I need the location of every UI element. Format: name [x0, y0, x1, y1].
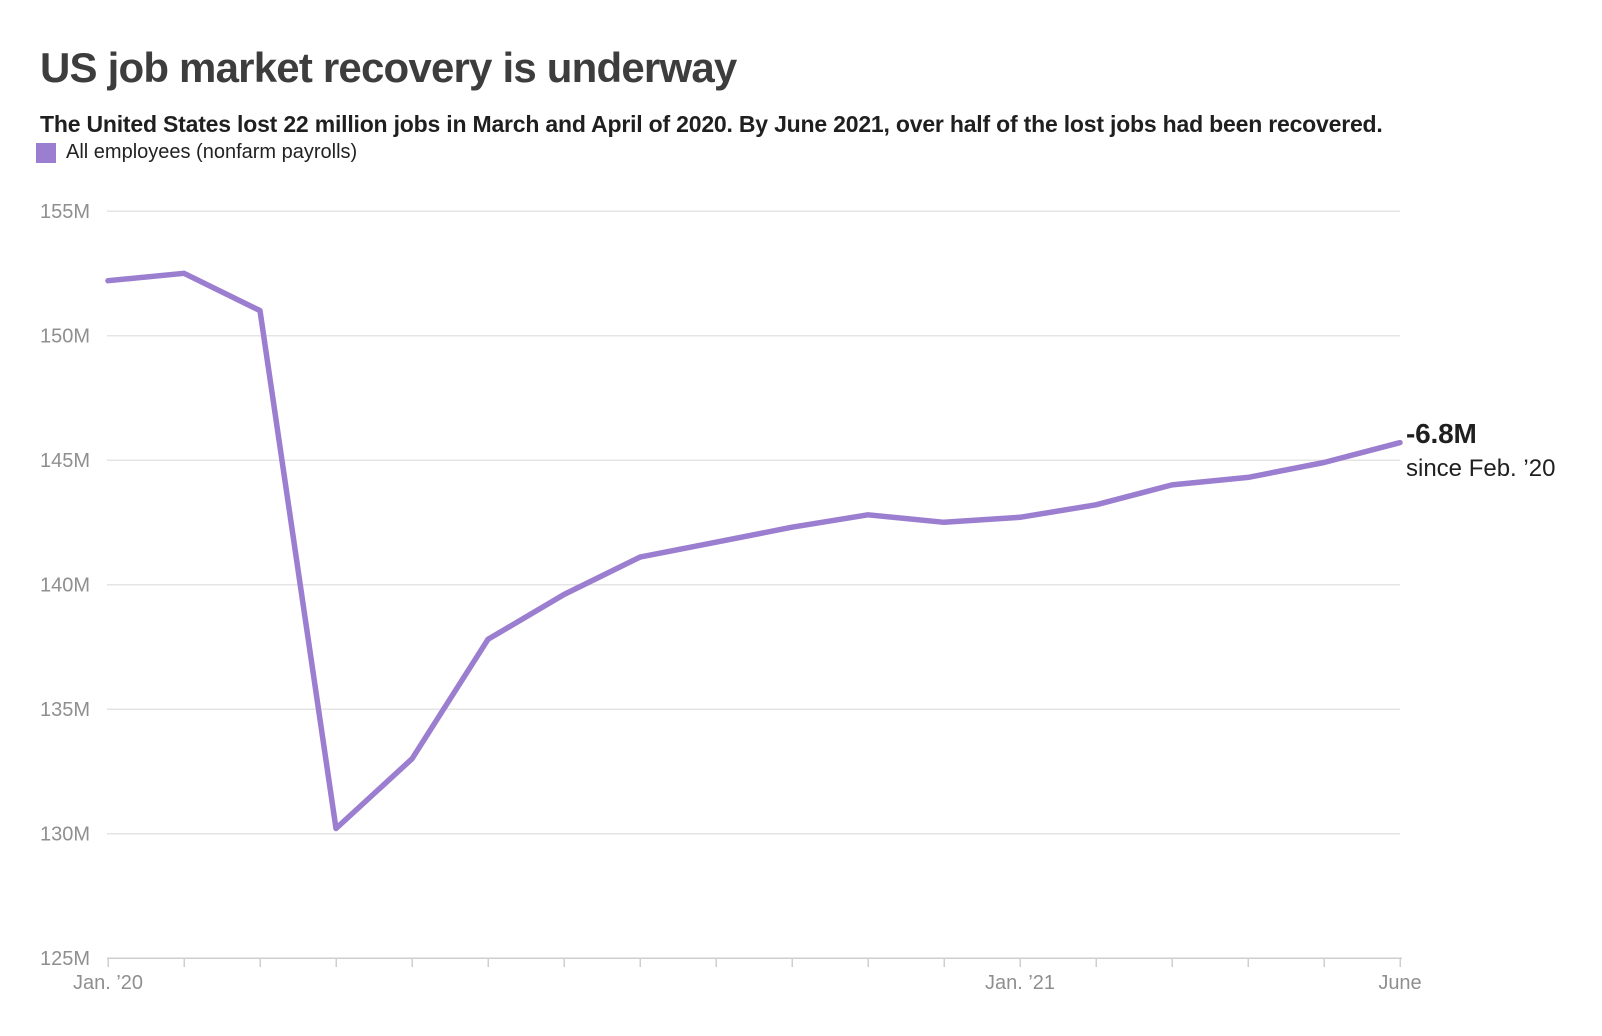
y-axis-tick-label: 155M	[40, 201, 90, 223]
chart-title: US job market recovery is underway	[40, 44, 737, 92]
legend-label: All employees (nonfarm payrolls)	[66, 141, 358, 163]
y-axis-tick-label: 145M	[40, 450, 90, 472]
x-axis-tick-label: Jan. ’20	[73, 972, 143, 994]
annotation-caption: since Feb. ’20	[1406, 454, 1556, 482]
y-axis-tick-label: 130M	[40, 824, 90, 846]
y-axis-tick-label: 125M	[40, 948, 90, 970]
x-axis-tick-label: June	[1378, 972, 1421, 994]
chart-subtitle: The United States lost 22 million jobs i…	[40, 111, 1383, 137]
end-annotation: -6.8M since Feb. ’20	[1406, 418, 1556, 482]
y-axis-tick-label: 140M	[40, 575, 90, 597]
y-axis-tick-label: 150M	[40, 326, 90, 348]
y-axis-tick-label: 135M	[40, 699, 90, 721]
payrolls-line	[105, 270, 1403, 832]
annotation-value: -6.8M	[1406, 418, 1477, 449]
x-axis-tick-label: Jan. ’21	[985, 972, 1055, 994]
legend: All employees (nonfarm payrolls)	[36, 141, 357, 164]
legend-swatch	[36, 142, 56, 163]
